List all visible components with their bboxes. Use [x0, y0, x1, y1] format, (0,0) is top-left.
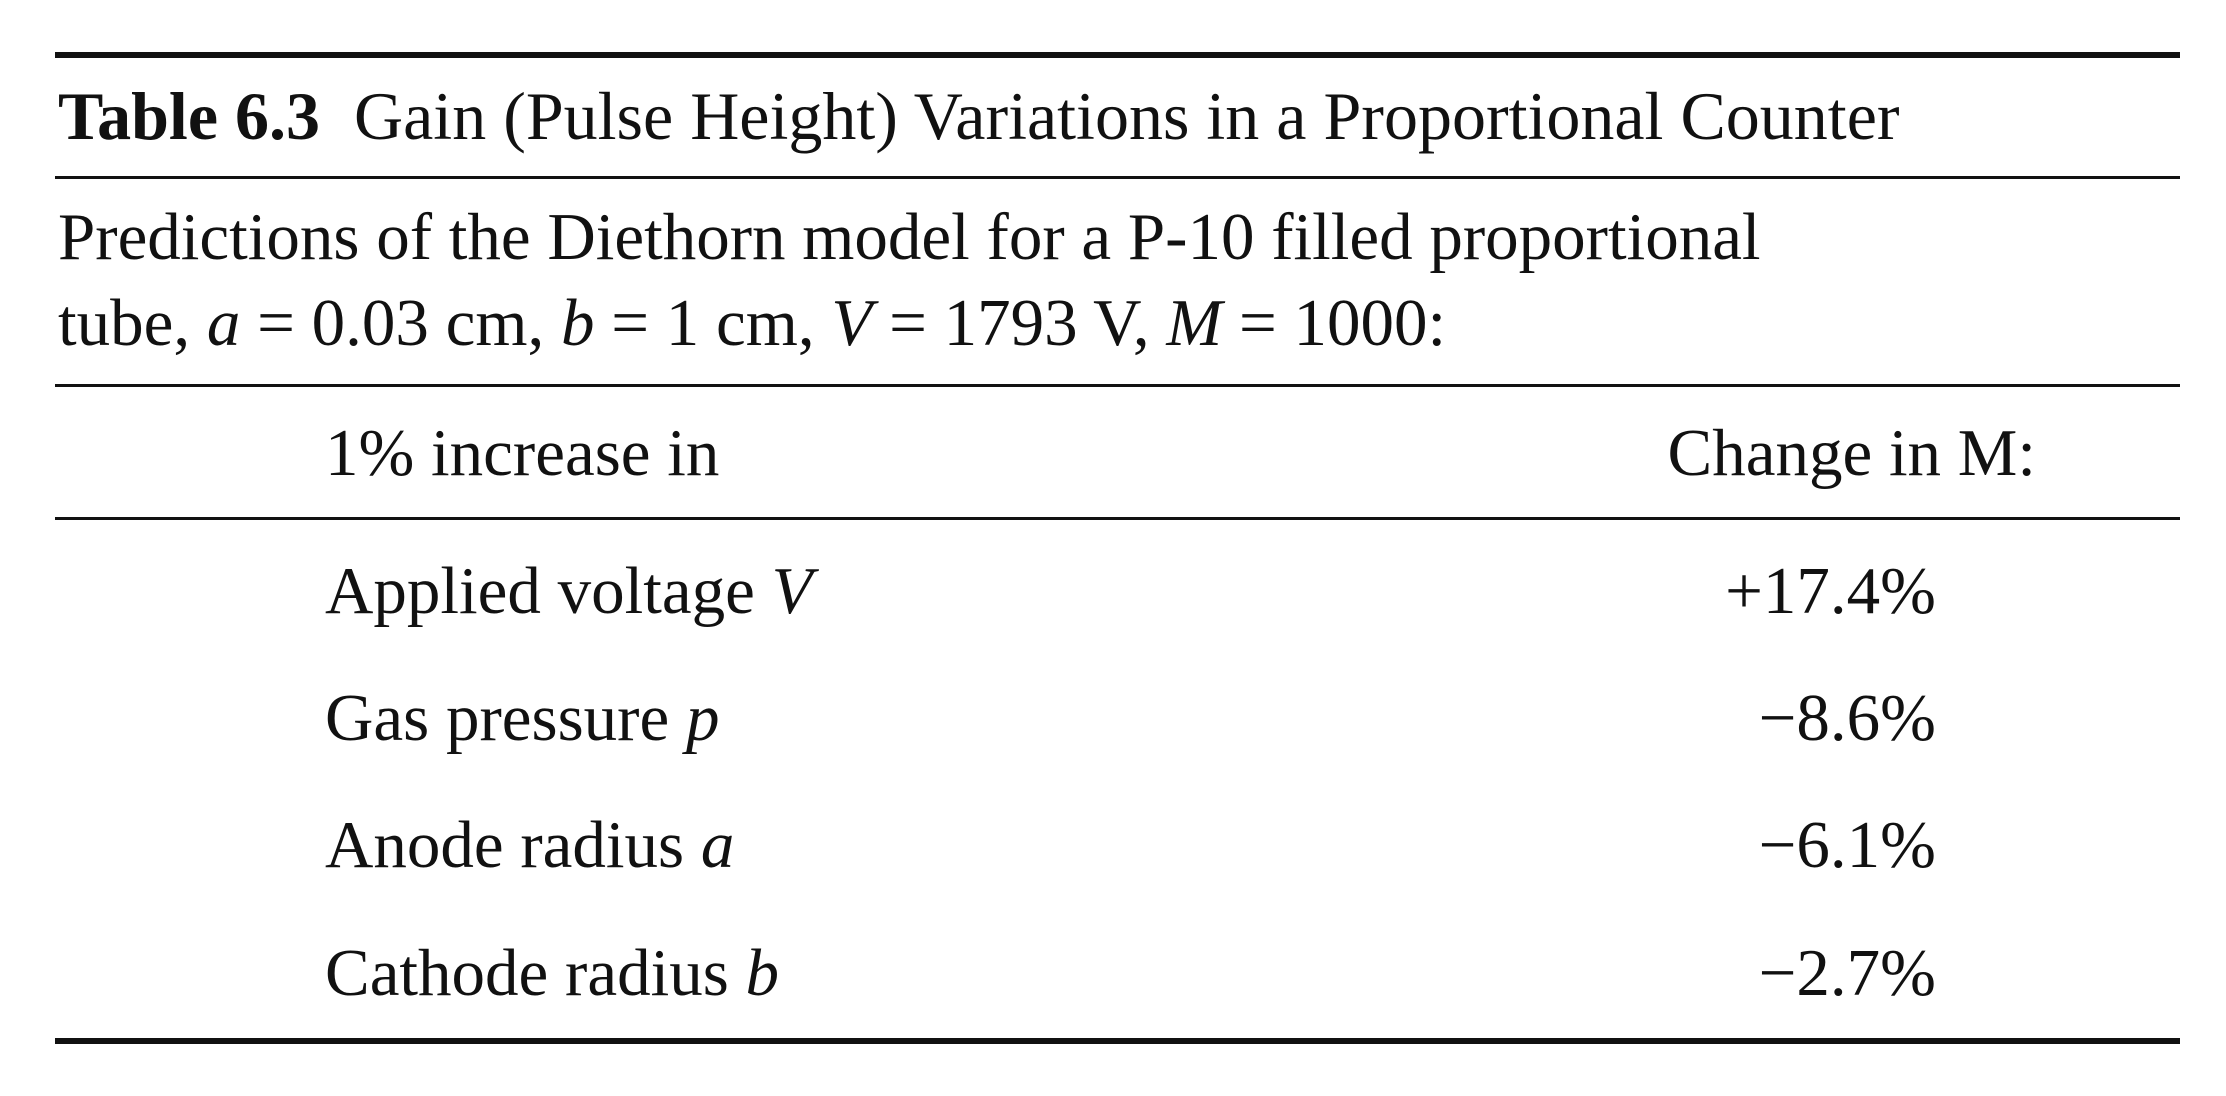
table-title: Table 6.3 Gain (Pulse Height) Variations… [58, 82, 1900, 150]
value-m: = 1000: [1222, 286, 1447, 360]
header-rule [55, 517, 2180, 520]
symbol-b: b [561, 286, 595, 360]
row-symbol: a [700, 808, 735, 882]
column-header-increase: 1% increase in [325, 416, 720, 490]
symbol-v: V [831, 286, 873, 360]
column-header-change: Change in M: [1667, 416, 2036, 490]
row-label-anode: Anode radius a [325, 808, 735, 882]
row-label-cathode: Cathode radius b [325, 936, 780, 1010]
caption-line-2: tube, a = 0.03 cm, b = 1 cm, V = 1793 V,… [58, 290, 1446, 357]
symbol-a: a [206, 286, 241, 360]
bottom-rule [55, 1038, 2180, 1044]
symbol-m: M [1166, 286, 1223, 360]
row-symbol: V [771, 554, 813, 628]
title-rule [55, 176, 2180, 179]
value-a: = 0.03 cm, [240, 286, 561, 360]
row-value-pressure: −8.6% [1758, 681, 1936, 755]
value-v: = 1793 V, [872, 286, 1167, 360]
row-value-cathode: −2.7% [1758, 936, 1936, 1010]
table-number: Table 6.3 [58, 78, 321, 154]
caption-line-1: Predictions of the Diethorn model for a … [58, 200, 1761, 274]
row-value-anode: −6.1% [1758, 808, 1936, 882]
row-symbol: p [685, 681, 720, 755]
table-title-text: Gain (Pulse Height) Variations in a Prop… [354, 78, 1900, 154]
value-b: = 1 cm, [594, 286, 832, 360]
row-label-pressure: Gas pressure p [325, 681, 720, 755]
row-symbol: b [745, 936, 780, 1010]
row-value-voltage: +17.4% [1725, 554, 1936, 628]
top-rule [55, 52, 2180, 58]
row-label-voltage: Applied voltage V [325, 554, 813, 628]
caption-prefix: tube, [58, 286, 207, 360]
caption-rule [55, 384, 2180, 387]
